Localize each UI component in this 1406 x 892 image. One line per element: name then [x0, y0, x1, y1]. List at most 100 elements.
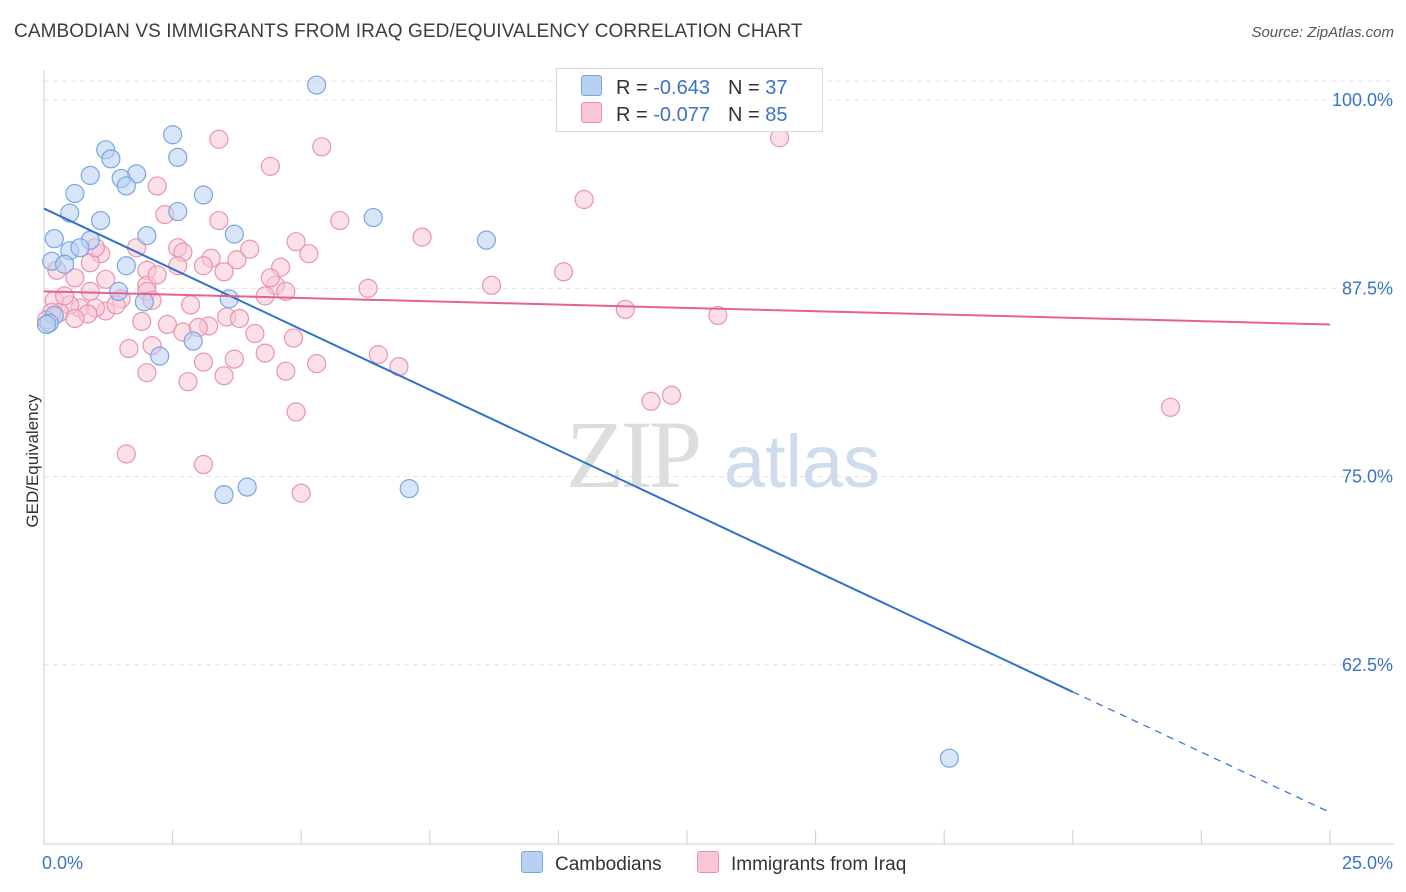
trend-line-cambodians [43, 207, 1074, 693]
trend-lines [43, 207, 1331, 813]
y-tick-label: 75.0% [1342, 467, 1393, 487]
cambodian-point [116, 176, 136, 196]
bottom-legend-iraq: Immigrants from Iraq [697, 851, 906, 876]
iraq-point [229, 308, 250, 329]
gridlines [44, 80, 1394, 666]
cambodian-point [65, 183, 85, 204]
iraq-point [214, 366, 234, 386]
iraq-point [291, 483, 311, 503]
legend-n-value: 85 [765, 104, 788, 126]
bottom-legend-swatch-pink [697, 851, 719, 873]
correlation-legend: R = -0.643 N = 37 R = -0.077 N = 85 [556, 68, 823, 132]
legend-row-iraq: R = -0.077 N = 85 [581, 102, 787, 126]
legend-swatch-blue [581, 75, 602, 96]
cambodian-point [307, 75, 327, 95]
iraq-point [276, 361, 296, 381]
cambodian-point [101, 149, 121, 169]
iraq-point [299, 244, 319, 264]
iraq-point [178, 372, 198, 392]
trend-line-cambodians-extension [1072, 691, 1331, 813]
iraq-point [193, 454, 214, 475]
iraq-point [276, 281, 296, 301]
cambodian-point [116, 256, 136, 276]
cambodian-point [193, 185, 214, 205]
cambodian-point [137, 226, 157, 246]
iraq-point [283, 328, 304, 348]
legend-n-value: 37 [765, 77, 788, 99]
cambodian-point [224, 224, 244, 244]
cambodian-point [108, 281, 129, 301]
iraq-point [368, 345, 388, 365]
iraq-point [307, 354, 327, 374]
legend-r-value: -0.643 [653, 77, 710, 99]
iraq-point [80, 281, 100, 301]
bottom-legend-swatch-blue [521, 851, 543, 873]
iraq-point [358, 278, 378, 298]
cambodian-point [939, 748, 959, 768]
legend-r-value: -0.077 [653, 104, 710, 126]
iraq-point [661, 385, 682, 405]
watermark: ZIP atlas [566, 401, 880, 508]
legend-row-cambodians: R = -0.643 N = 37 [581, 75, 787, 99]
y-axis-label: GED/Equivalency [23, 394, 42, 528]
cambodian-point [163, 125, 183, 145]
iraq-point [214, 262, 234, 282]
iraq-point [209, 129, 229, 149]
bottom-legend-label-iraq: Immigrants from Iraq [731, 854, 907, 875]
legend-n-label: N = [727, 77, 766, 99]
y-tick-label: 100.0% [1332, 90, 1393, 110]
chart-title: CAMBODIAN VS IMMIGRANTS FROM IRAQ GED/EQ… [14, 21, 803, 42]
iraq-point [412, 227, 432, 247]
iraq-point [147, 265, 167, 285]
cambodian-point [36, 314, 57, 335]
cambodian-point [476, 230, 496, 250]
bottom-legend-cambodians: Cambodians [521, 851, 662, 876]
iraq-point [119, 338, 139, 359]
iraq-point [224, 349, 244, 369]
y-tick-label: 62.5% [1342, 655, 1393, 675]
cambodian-point [168, 201, 188, 222]
cambodian-point [150, 346, 170, 366]
iraq-point [65, 268, 85, 288]
cambodian-point [134, 292, 154, 312]
iraq-point [209, 210, 229, 231]
iraq-point [65, 308, 85, 329]
iraq-point [245, 323, 265, 344]
cambodian-point [90, 210, 111, 231]
iraq-point [137, 363, 157, 383]
cambodian-point [168, 147, 188, 167]
iraq-point [260, 156, 280, 176]
iraq-point [193, 352, 214, 372]
iraq-point [286, 232, 306, 252]
iraq-point [260, 268, 280, 288]
legend-r-label: R = [616, 104, 654, 126]
iraq-point [481, 275, 502, 295]
iraq-point [132, 311, 152, 332]
bottom-legend-label-cambodians: Cambodians [555, 854, 662, 875]
cambodian-point [399, 479, 419, 499]
x-tick-label-min: 0.0% [42, 853, 83, 873]
iraq-point [147, 176, 167, 196]
iraq-point [54, 286, 75, 306]
cambodian-point [80, 165, 100, 186]
axes [43, 70, 1394, 845]
iraq-point [708, 305, 728, 326]
iraq-point [116, 444, 136, 464]
iraq-point [193, 256, 214, 276]
cambodian-point [183, 331, 203, 351]
watermark-zip: ZIP [566, 401, 699, 508]
iraq-point [574, 189, 594, 210]
watermark-atlas: atlas [724, 420, 880, 503]
iraq-point [286, 402, 306, 422]
iraq-point [227, 250, 247, 270]
iraq-point [553, 262, 574, 282]
iraq-point [615, 299, 635, 320]
iraq-point [255, 343, 275, 363]
cambodian-point [60, 203, 80, 223]
source-label: Source: ZipAtlas.com [1251, 24, 1394, 41]
x-tick-label-max: 25.0% [1342, 853, 1393, 873]
iraq-point [157, 314, 178, 335]
cambodian-point [237, 477, 257, 497]
iraq-point [330, 210, 350, 231]
